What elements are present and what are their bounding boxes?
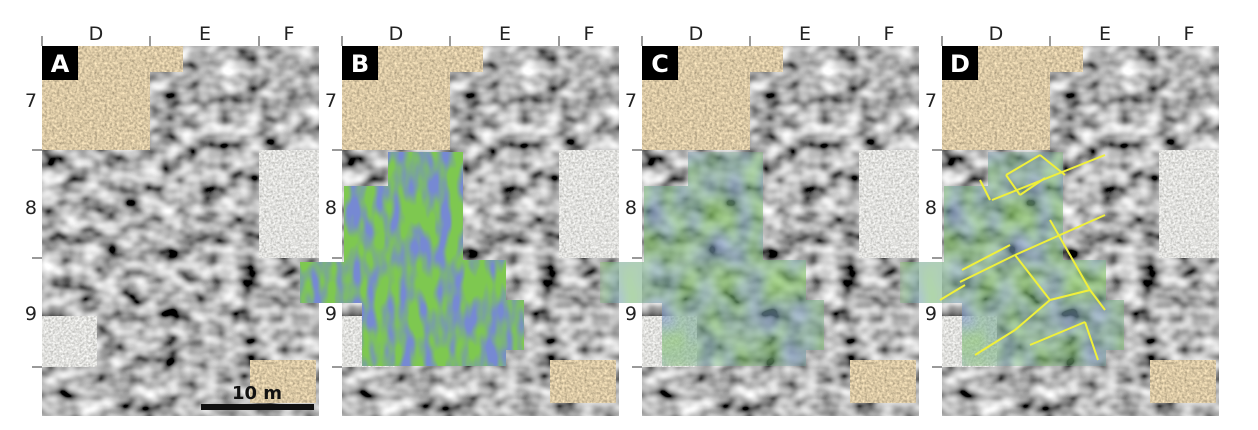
column-label: E xyxy=(199,23,211,45)
wall-line xyxy=(1089,289,1106,311)
panel-d: D E F 7 8 9 D xyxy=(900,23,1219,416)
site-photo xyxy=(559,150,619,258)
row-label: 9 xyxy=(325,303,337,325)
row-label: 7 xyxy=(325,90,337,112)
row-label: 8 xyxy=(325,197,337,219)
wall-line xyxy=(939,284,966,301)
scale-bar xyxy=(201,404,314,410)
panel-label: D xyxy=(950,50,970,78)
panel-label: B xyxy=(351,50,369,78)
row-label: 7 xyxy=(25,90,37,112)
wall-line xyxy=(1005,174,1021,196)
site-photo xyxy=(1150,360,1216,403)
site-photo xyxy=(859,150,919,258)
site-photo xyxy=(550,360,616,403)
column-label: D xyxy=(989,23,1004,45)
column-label: D xyxy=(389,23,404,45)
wall-line xyxy=(1014,254,1051,301)
panel-label-box xyxy=(642,46,678,80)
column-label: F xyxy=(884,23,895,45)
wall-line xyxy=(974,329,1016,356)
panel-label: C xyxy=(651,50,669,78)
wall-line xyxy=(1049,289,1091,301)
panel-label-box xyxy=(942,46,978,80)
row-label: 8 xyxy=(925,197,937,219)
site-photo xyxy=(1159,150,1219,258)
column-label: F xyxy=(1184,23,1195,45)
panel-a: D E F 7 8 9 A 10 m xyxy=(25,23,319,416)
row-label: 8 xyxy=(25,197,37,219)
scale-bar-label: 10 m xyxy=(232,383,282,404)
column-label: F xyxy=(284,23,295,45)
wall-line xyxy=(1014,299,1051,331)
row-label: 9 xyxy=(925,303,937,325)
wall-line xyxy=(959,254,1016,283)
panel-b: D E F 7 8 9 B xyxy=(300,23,619,416)
wall-line xyxy=(1084,321,1099,361)
wall-line xyxy=(961,244,1011,271)
row-label: 7 xyxy=(625,90,637,112)
column-label: E xyxy=(1099,23,1111,45)
site-photo xyxy=(750,46,783,72)
site-photo xyxy=(250,360,316,403)
wall-line xyxy=(1005,154,1041,176)
row-label: 9 xyxy=(625,303,637,325)
site-photo xyxy=(259,150,319,258)
column-label: E xyxy=(799,23,811,45)
column-label: D xyxy=(89,23,104,45)
panel-label-box xyxy=(342,46,378,80)
wall-line xyxy=(979,179,991,201)
wall-line xyxy=(1029,321,1086,346)
site-photo xyxy=(850,360,916,403)
wall-line xyxy=(1049,219,1091,291)
column-label: E xyxy=(499,23,511,45)
column-label: D xyxy=(689,23,704,45)
site-photo xyxy=(1050,46,1083,72)
row-label: 9 xyxy=(25,303,37,325)
row-label: 8 xyxy=(625,197,637,219)
site-photo xyxy=(150,46,183,72)
wall-line xyxy=(991,154,1106,201)
panel-c: D E F 7 8 9 C xyxy=(600,23,919,416)
row-label: 7 xyxy=(925,90,937,112)
panel-label-box xyxy=(42,46,78,80)
panel-label: A xyxy=(51,50,70,78)
column-label: F xyxy=(584,23,595,45)
wall-line xyxy=(1014,214,1106,256)
site-photo xyxy=(450,46,483,72)
site-photo xyxy=(42,316,97,367)
